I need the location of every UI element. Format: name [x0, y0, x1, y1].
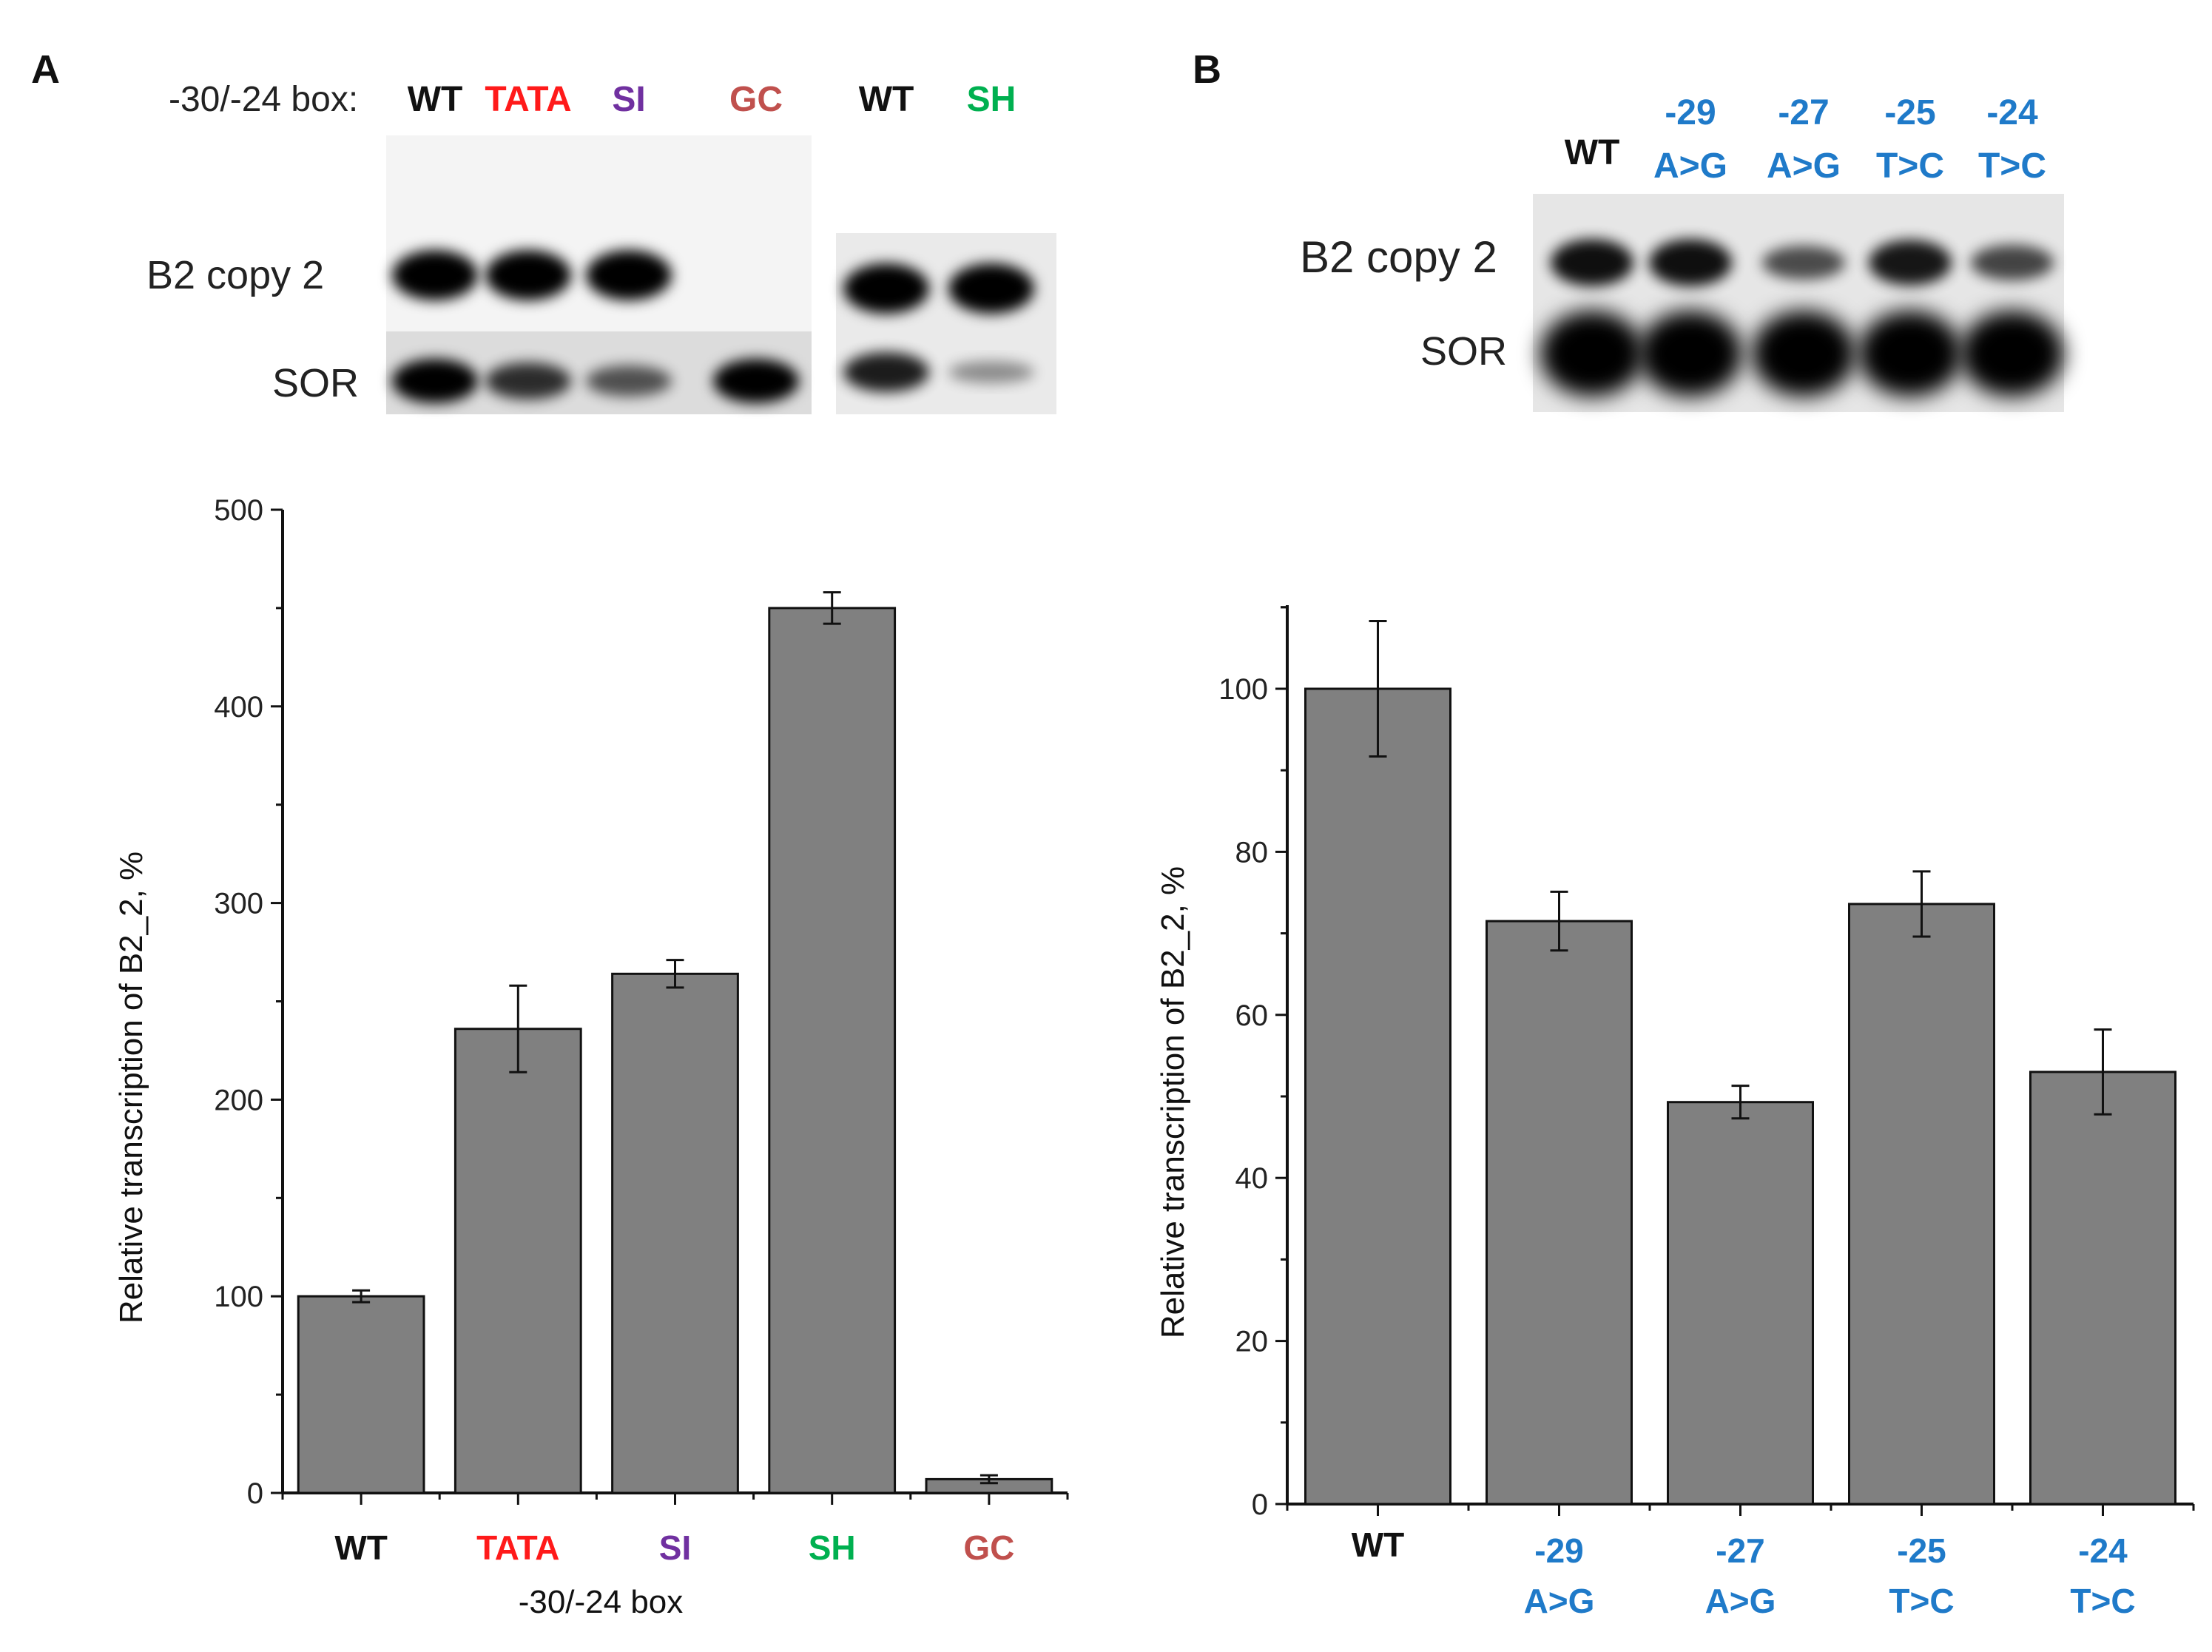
y-tick-label: 80 — [1235, 836, 1269, 869]
blot-b-b2-band — [1551, 239, 1633, 286]
blot-b-lane-position: -25 — [1884, 93, 1935, 132]
blot-b-b2-band — [1971, 244, 2054, 281]
bar — [1848, 903, 1995, 1506]
bar — [297, 1295, 425, 1494]
blot-b-sor-band — [1960, 311, 2064, 397]
blot-b-b2-band — [1869, 240, 1952, 286]
blot-b-lane-wt: WT — [1565, 133, 1620, 172]
bar — [611, 972, 739, 1494]
chart-a-ylabel: Relative transcription of B2_2, % — [113, 852, 149, 1324]
y-tick-label: 100 — [214, 1281, 263, 1313]
x-tick-label: SH — [809, 1528, 856, 1567]
blot-b-row-b2: B2 copy 2 — [1300, 232, 1497, 282]
y-tick-label: 100 — [1218, 673, 1268, 706]
panel-a-letter: A — [31, 47, 60, 92]
x-tick-label: -27 — [1716, 1531, 1764, 1570]
x-tick-label-sub: A>G — [1524, 1582, 1595, 1620]
blot-b-lane-position: -24 — [1986, 93, 2038, 132]
blot-b-row-sor: SOR — [1420, 329, 1507, 374]
y-tick-label: 400 — [214, 691, 263, 724]
blot-a-lane-label: TATA — [485, 80, 571, 119]
panel-a-blot: -30/-24 box: WT TATA SI GC WT SH B2 copy 2 SO… — [146, 80, 1056, 414]
x-tick-label: WT — [334, 1528, 388, 1567]
y-tick-label: 300 — [214, 888, 263, 920]
chart-a-xlabel: -30/-24 box — [519, 1584, 684, 1620]
blot-a-sor-band — [843, 352, 929, 392]
blot-a-row-sor: SOR — [272, 361, 359, 405]
bar — [1486, 920, 1633, 1506]
blot-a-lane-label: SI — [612, 80, 645, 119]
bar — [2029, 1071, 2176, 1506]
blot-b-b2-band — [1649, 239, 1732, 286]
x-tick-label: -29 — [1534, 1531, 1583, 1570]
blot-a-sor-band — [713, 359, 799, 403]
y-tick-label: 0 — [1252, 1489, 1268, 1521]
x-tick-label: GC — [963, 1528, 1014, 1567]
x-tick-label-sub: T>C — [1889, 1582, 1954, 1620]
blot-a-lane-label: GC — [729, 80, 783, 119]
x-tick-label: TATA — [476, 1528, 559, 1567]
x-tick-label-sub: A>G — [1705, 1582, 1776, 1620]
bar — [1304, 687, 1451, 1506]
chart-b: Relative transcription of B2_2, % 0 20 40 6… — [1155, 605, 2195, 1620]
blot-a-lane-label: SH — [967, 80, 1016, 119]
y-tick-label: 0 — [247, 1477, 263, 1510]
y-tick-label: 200 — [214, 1084, 263, 1116]
blot-a-b2-band — [485, 250, 571, 300]
blot-b-lane-change: A>G — [1767, 146, 1841, 186]
blot-b-lane-change: T>C — [1876, 146, 1944, 186]
blot-a-left-b2-strip — [386, 135, 812, 331]
x-tick-label: -25 — [1897, 1531, 1946, 1570]
blot-b-sor-band — [1639, 311, 1742, 397]
chart-b-ylabel: Relative transcription of B2_2, % — [1155, 866, 1191, 1338]
x-tick-label-sub: T>C — [2070, 1582, 2135, 1620]
blot-a-row-b2: B2 copy 2 — [146, 253, 324, 297]
x-tick-label: WT — [1352, 1525, 1405, 1564]
blot-a-b2-band — [392, 250, 478, 300]
panel-b-letter: B — [1193, 47, 1221, 92]
panel-b-blot: WT -29 A>G -27 A>G -25 T>C -24 T>C B2 copy 2 SOR — [1300, 93, 2064, 412]
blot-a-b2-band — [843, 263, 929, 314]
blot-b-lane-change: A>G — [1653, 146, 1727, 186]
y-tick-label: 500 — [214, 494, 263, 527]
blot-a-sor-band — [392, 359, 478, 403]
blot-a-header: -30/-24 box: — [169, 80, 358, 119]
y-tick-label: 20 — [1235, 1326, 1269, 1358]
x-tick-label: SI — [659, 1528, 691, 1567]
blot-a-lane-label: WT — [408, 80, 463, 119]
y-tick-label: 60 — [1235, 999, 1269, 1032]
blot-a-b2-band — [586, 250, 672, 300]
blot-b-lane-position: -27 — [1778, 93, 1829, 132]
blot-b-sor-band — [1540, 311, 1644, 397]
blot-b-sor-band — [1752, 311, 1855, 397]
y-tick-label: 40 — [1235, 1162, 1269, 1195]
blot-b-lane-position: -29 — [1665, 93, 1716, 132]
blot-b-b2-band — [1762, 246, 1845, 280]
blot-a-lane-label: WT — [859, 80, 914, 119]
bar — [453, 1028, 582, 1494]
x-tick-label: -24 — [2078, 1531, 2128, 1570]
bar — [768, 607, 897, 1494]
chart-a: Relative transcription of B2_2, % -30/-2… — [113, 494, 1069, 1620]
blot-a-sor-band — [948, 361, 1034, 383]
blot-a-b2-band — [948, 263, 1034, 314]
bar — [1667, 1101, 1814, 1506]
blot-b-sor-band — [1858, 311, 1962, 397]
blot-a-sor-band — [485, 363, 571, 399]
blot-b-lane-change: T>C — [1978, 146, 2046, 186]
blot-a-sor-band — [586, 365, 672, 397]
